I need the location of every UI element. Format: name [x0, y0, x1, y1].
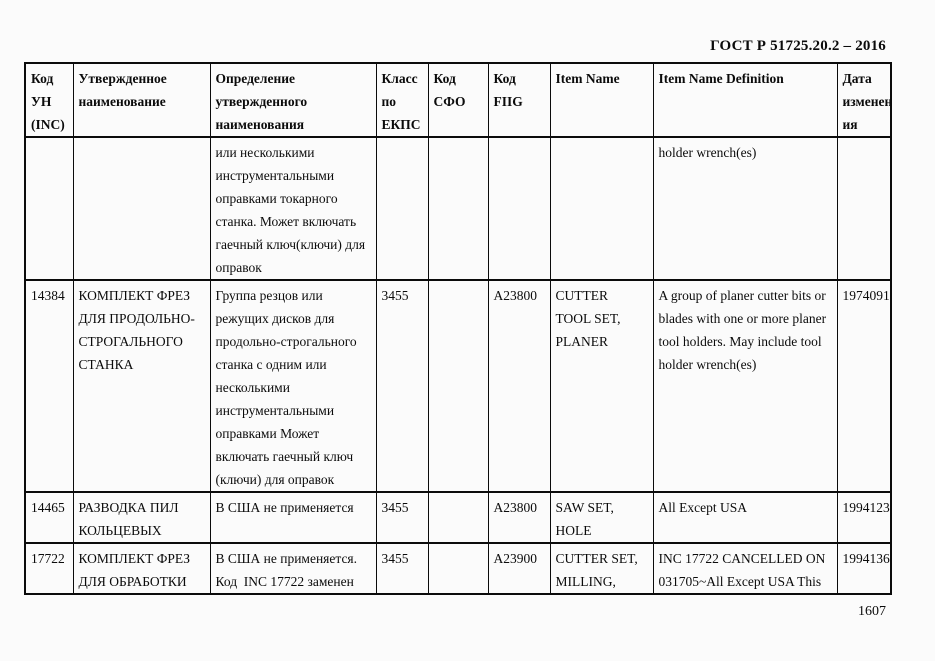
col-header-definition: Определение утвержденного наименования	[209, 62, 377, 138]
col-header-fiig-code: Код FIIG	[487, 62, 551, 138]
cell-definition: Группа резцов или режущих дисков для про…	[209, 279, 377, 493]
cell-approved-name: КОМПЛЕКТ ФРЕЗ ДЛЯ ПРОДОЛЬНО- СТРОГАЛЬНОГ…	[72, 279, 211, 493]
cell-definition: В США не применяется. Код INC 17722 заме…	[209, 542, 377, 595]
cell-fiig-code: A23800	[487, 279, 551, 493]
col-header-sfo-code: Код СФО	[427, 62, 489, 138]
table-row-continuation: или несколькими инструментальными оправк…	[24, 136, 892, 281]
table-header-row: Код УН (INC) Утвержденное наименование О…	[24, 62, 892, 138]
col-header-ekps-class: Класс по ЕКПС	[375, 62, 429, 138]
cell-item-name-definition: A group of planer cutter bits or blades …	[652, 279, 838, 493]
col-header-approved-name: Утвержденное наименование	[72, 62, 211, 138]
classification-table: Код УН (INC) Утвержденное наименование О…	[24, 62, 892, 595]
cell-inc-code	[24, 136, 74, 281]
table-row-14465: 14465 РАЗВОДКА ПИЛ КОЛЬЦЕВЫХ В США не пр…	[24, 491, 892, 544]
table-row-17722: 17722 КОМПЛЕКТ ФРЕЗ ДЛЯ ОБРАБОТКИ В США …	[24, 542, 892, 595]
cell-inc-code: 17722	[24, 542, 74, 595]
cell-fiig-code: A23900	[487, 542, 551, 595]
cell-sfo-code	[427, 136, 489, 281]
cell-item-name-definition: All Except USA	[652, 491, 838, 544]
cell-change-date	[836, 136, 892, 281]
col-header-item-name: Item Name	[549, 62, 654, 138]
cell-ekps-class	[375, 136, 429, 281]
cell-inc-code: 14384	[24, 279, 74, 493]
cell-item-name: CUTTER TOOL SET, PLANER	[549, 279, 654, 493]
cell-ekps-class: 3455	[375, 491, 429, 544]
cell-definition: В США не применяется	[209, 491, 377, 544]
cell-item-name-definition: INC 17722 CANCELLED ON 031705~All Except…	[652, 542, 838, 595]
cell-ekps-class: 3455	[375, 279, 429, 493]
col-header-item-name-definition: Item Name Definition	[652, 62, 838, 138]
table-row-14384: 14384 КОМПЛЕКТ ФРЕЗ ДЛЯ ПРОДОЛЬНО- СТРОГ…	[24, 279, 892, 493]
cell-fiig-code: A23800	[487, 491, 551, 544]
cell-change-date: 1994136	[836, 542, 892, 595]
cell-item-name: CUTTER SET, MILLING,	[549, 542, 654, 595]
cell-definition: или несколькими инструментальными оправк…	[209, 136, 377, 281]
page-number: 1607	[858, 604, 886, 619]
cell-sfo-code	[427, 491, 489, 544]
cell-sfo-code	[427, 542, 489, 595]
col-header-inc-code: Код УН (INC)	[24, 62, 74, 138]
col-header-change-date: Дата изменен ия	[836, 62, 892, 138]
cell-approved-name: РАЗВОДКА ПИЛ КОЛЬЦЕВЫХ	[72, 491, 211, 544]
standard-number-title: ГОСТ Р 51725.20.2 – 2016	[710, 38, 886, 54]
cell-item-name: SAW SET, HOLE	[549, 491, 654, 544]
cell-ekps-class: 3455	[375, 542, 429, 595]
cell-inc-code: 14465	[24, 491, 74, 544]
cell-item-name-definition: holder wrench(es)	[652, 136, 838, 281]
cell-change-date: 1974091	[836, 279, 892, 493]
cell-approved-name: КОМПЛЕКТ ФРЕЗ ДЛЯ ОБРАБОТКИ	[72, 542, 211, 595]
cell-sfo-code	[427, 279, 489, 493]
cell-change-date: 1994123	[836, 491, 892, 544]
cell-fiig-code	[487, 136, 551, 281]
cell-approved-name	[72, 136, 211, 281]
cell-item-name	[549, 136, 654, 281]
